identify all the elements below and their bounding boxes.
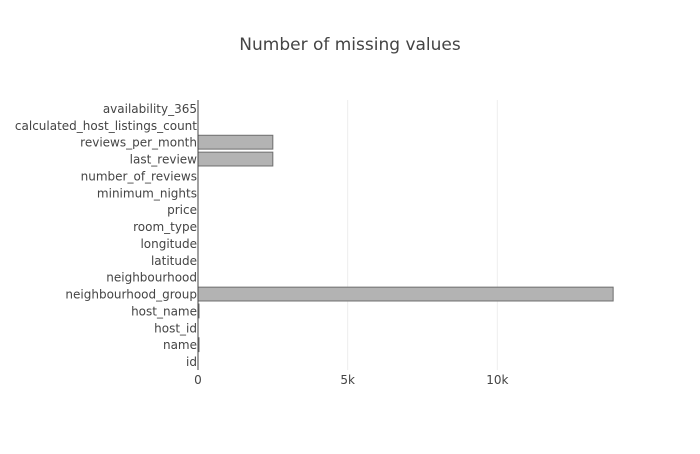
y-tick-label-calculated_host_listings_count: calculated_host_listings_count xyxy=(15,119,197,133)
bar-reviews_per_month xyxy=(197,134,274,150)
bar-neighbourhood_group xyxy=(197,286,614,302)
y-tick-label-latitude: latitude xyxy=(151,254,197,268)
y-tick-label-id: id xyxy=(186,355,197,369)
y-tick-label-name: name xyxy=(163,338,197,352)
x-tick-label-1: 5k xyxy=(340,373,355,387)
bars xyxy=(197,134,614,353)
axes: id name host_id host_name neighbourhood_grou… xyxy=(15,100,508,387)
y-tick-label-host_name: host_name xyxy=(131,304,197,318)
y-tick-label-longitude: longitude xyxy=(140,237,197,251)
y-tick-label-availability_365: availability_365 xyxy=(103,102,197,116)
x-tick-label-0: 0 xyxy=(194,373,202,387)
y-tick-label-neighbourhood_group: neighbourhood_group xyxy=(65,288,197,302)
chart-title: Number of missing values xyxy=(239,35,461,55)
bar-last_review xyxy=(197,151,274,167)
y-tick-label-reviews_per_month: reviews_per_month xyxy=(80,136,197,150)
gridlines xyxy=(347,100,498,370)
y-tick-label-room_type: room_type xyxy=(133,220,197,234)
y-tick-label-neighbourhood: neighbourhood xyxy=(106,271,197,285)
y-tick-label-number_of_reviews: number_of_reviews xyxy=(81,169,197,183)
y-tick-label-minimum_nights: minimum_nights xyxy=(97,186,197,200)
y-tick-label-host_id: host_id xyxy=(154,321,197,335)
x-tick-label-2: 10k xyxy=(486,373,508,387)
y-tick-label-last_review: last_review xyxy=(130,153,198,167)
y-tick-label-price: price xyxy=(167,203,197,217)
